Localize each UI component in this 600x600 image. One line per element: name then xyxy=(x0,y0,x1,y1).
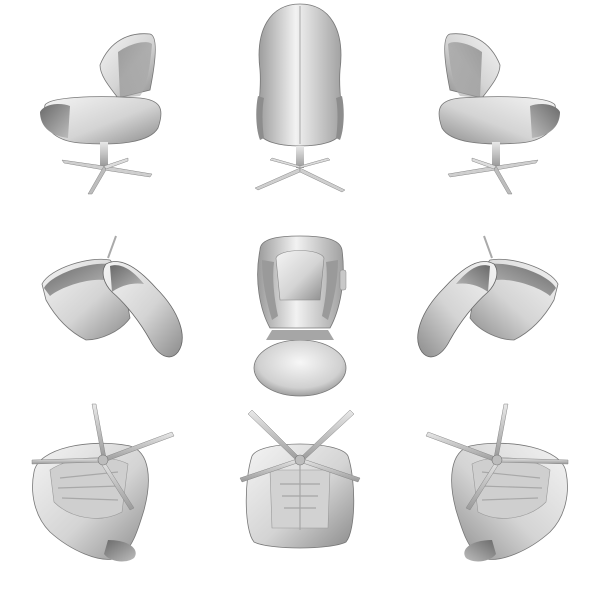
bottom-view xyxy=(200,400,400,600)
side-right-view xyxy=(400,0,600,200)
top-view xyxy=(200,200,400,400)
back-view xyxy=(200,0,400,200)
tilt-left-view xyxy=(0,200,200,400)
bottom-right-view xyxy=(400,400,600,600)
tilt-right-view xyxy=(400,200,600,400)
side-left-view xyxy=(0,0,200,200)
bottom-left-view xyxy=(0,400,200,600)
